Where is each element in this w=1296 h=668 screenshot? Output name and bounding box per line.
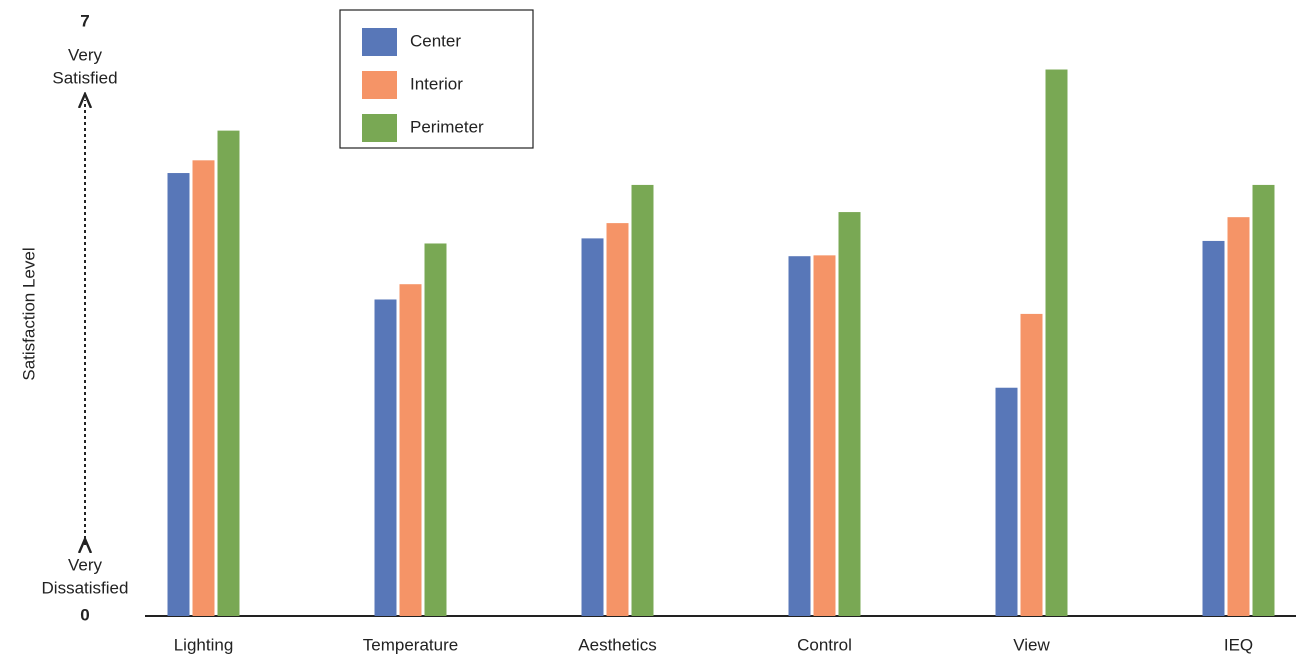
x-tick-label: Lighting	[174, 635, 234, 654]
bar	[217, 130, 240, 617]
y-tick-label: 0	[80, 605, 89, 624]
bar	[192, 160, 215, 616]
bar	[424, 243, 447, 616]
bar	[1227, 217, 1250, 616]
x-tick-label: Aesthetics	[578, 635, 656, 654]
x-tick-label: Temperature	[363, 635, 458, 654]
legend-label: Perimeter	[410, 117, 484, 136]
bar	[399, 284, 422, 616]
y-max-label: Satisfied	[52, 68, 117, 87]
bar	[1020, 313, 1043, 616]
y-min-label: Dissatisfied	[42, 578, 129, 597]
bar	[374, 299, 397, 616]
bar	[1045, 69, 1068, 616]
legend-label: Center	[410, 31, 461, 50]
y-min-label: Very	[68, 555, 103, 574]
x-tick-label: View	[1013, 635, 1050, 654]
bar	[581, 238, 604, 616]
legend-swatch	[362, 28, 397, 56]
bar	[606, 223, 629, 616]
x-tick-label: Control	[797, 635, 852, 654]
y-tick-label: 7	[80, 11, 89, 30]
bar	[167, 173, 190, 616]
legend-swatch	[362, 71, 397, 99]
legend-swatch	[362, 114, 397, 142]
bar	[1202, 240, 1225, 616]
bar	[995, 387, 1018, 616]
bar	[1252, 184, 1275, 616]
y-axis-label: Satisfaction Level	[19, 247, 38, 380]
bar	[788, 256, 811, 616]
legend-label: Interior	[410, 74, 463, 93]
bar	[631, 184, 654, 616]
bar	[838, 212, 861, 616]
y-max-label: Very	[68, 45, 103, 64]
bar	[813, 255, 836, 616]
x-tick-label: IEQ	[1224, 635, 1253, 654]
